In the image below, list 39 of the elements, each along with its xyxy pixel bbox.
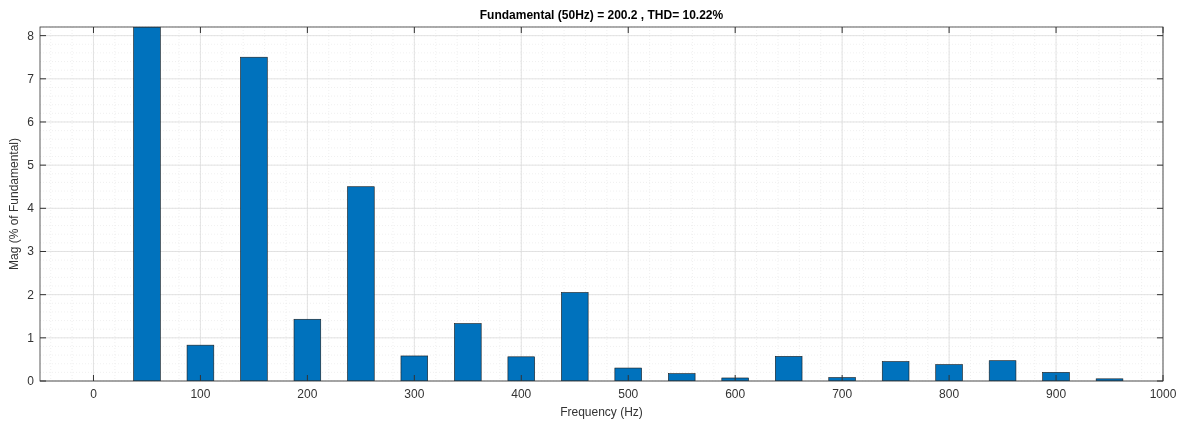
y-tick-label: 8 [27, 28, 35, 43]
bar [561, 292, 589, 381]
y-tick-label: 4 [27, 201, 35, 216]
x-tick-label: 400 [511, 387, 532, 401]
y-tick-label: 5 [27, 158, 35, 173]
bar [881, 361, 910, 381]
bar [988, 360, 1017, 381]
bar [507, 356, 535, 381]
y-tick-label: 6 [27, 114, 35, 129]
bar [400, 355, 428, 381]
bar [186, 344, 215, 381]
bar [133, 27, 161, 381]
bar [293, 318, 322, 381]
bar [347, 186, 375, 381]
bar [454, 323, 482, 381]
x-tick-label: 200 [297, 387, 318, 401]
x-tick-label: 0 [90, 387, 98, 401]
chart-title: Fundamental (50Hz) = 200.2 , THD= 10.22% [479, 8, 724, 22]
y-tick-label: 2 [27, 287, 35, 302]
x-tick-label: 600 [725, 387, 746, 401]
x-tick-label: 1000 [1149, 387, 1177, 401]
x-tick-label: 100 [190, 387, 211, 401]
x-tick-label: 300 [404, 387, 425, 401]
x-tick-label: 900 [1046, 387, 1067, 401]
bar [240, 56, 268, 381]
x-tick-label: 800 [939, 387, 960, 401]
bar [935, 364, 963, 381]
y-tick-label: 7 [27, 71, 35, 86]
y-tick-label: 0 [27, 374, 35, 388]
x-tick-label: 700 [832, 387, 853, 401]
bar [721, 377, 749, 381]
bar [668, 373, 696, 381]
bar [775, 356, 803, 381]
bar [614, 367, 642, 381]
y-axis-title: Mag (% of Fundamental) [7, 137, 21, 271]
x-axis-title: Frequency (Hz) [560, 405, 643, 419]
y-tick-label: 1 [27, 330, 35, 345]
x-tick-label: 500 [618, 387, 639, 401]
y-tick-label: 3 [27, 244, 35, 259]
